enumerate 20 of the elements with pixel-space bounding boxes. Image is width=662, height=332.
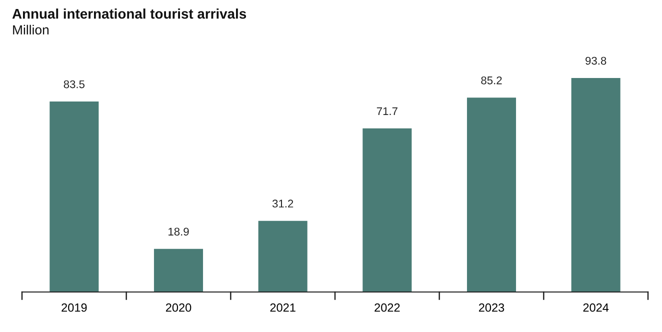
x-tick-label: 2022 <box>374 303 400 312</box>
x-tick-label: 2019 <box>62 303 87 312</box>
data-label: 71.7 <box>376 107 398 116</box>
bar <box>571 78 620 292</box>
x-tick-label: 2020 <box>166 303 192 312</box>
data-label: 31.2 <box>272 200 294 208</box>
chart-title: Annual international tourist arrivals <box>12 8 246 19</box>
x-tick-label: 2021 <box>270 303 296 312</box>
data-label: 85.2 <box>481 76 502 84</box>
data-label: 93.8 <box>586 56 606 65</box>
x-tick-label: 2024 <box>583 303 609 312</box>
bar <box>258 220 308 292</box>
chart-subtitle: Million <box>13 24 49 35</box>
bar <box>154 248 204 292</box>
bar <box>50 102 99 292</box>
data-label: 18.9 <box>168 228 189 236</box>
data-label: 83.5 <box>64 80 85 88</box>
bar <box>466 98 516 292</box>
bar <box>362 128 412 292</box>
x-tick-label: 2023 <box>478 303 504 312</box>
